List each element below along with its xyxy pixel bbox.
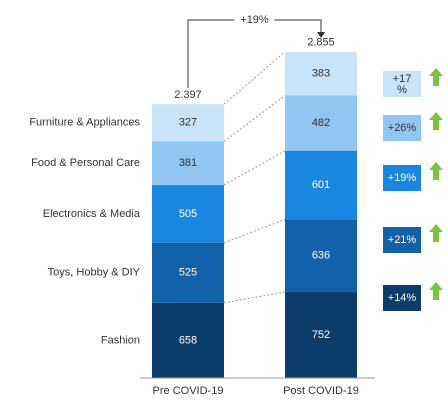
value-label: 658 — [179, 334, 197, 346]
bar-segment — [152, 104, 224, 142]
category-label: Furniture & Appliances — [29, 117, 140, 129]
value-label: 482 — [312, 117, 330, 129]
growth-arrow — [429, 68, 443, 86]
growth-label: +17% — [393, 73, 412, 96]
growth-box — [383, 285, 421, 311]
connector — [223, 51, 286, 105]
bar-segment — [152, 302, 224, 378]
total-label: 2.855 — [307, 37, 335, 49]
value-label: 636 — [312, 250, 330, 262]
growth-box — [383, 71, 421, 97]
growth-label: +21% — [388, 234, 417, 246]
bracket-arrow — [317, 32, 325, 38]
growth-bg — [234, 13, 275, 27]
bar-segment — [152, 185, 224, 243]
bar-segment — [285, 219, 357, 293]
value-label: 601 — [312, 179, 330, 191]
category-label: Electronics & Media — [43, 208, 141, 220]
value-label: 381 — [179, 157, 197, 169]
value-label: 505 — [179, 208, 197, 220]
growth-box — [383, 115, 421, 141]
bar-segment — [285, 150, 357, 220]
category-label: Fashion — [101, 334, 140, 346]
bar-segment — [285, 292, 357, 378]
total-growth: +19% — [240, 14, 269, 26]
connector — [223, 150, 286, 186]
total-label: 2.397 — [174, 89, 202, 101]
connector — [223, 218, 286, 244]
x-tick-label: Pre COVID-19 — [153, 385, 224, 397]
bar-segment — [285, 51, 357, 96]
bar-segment — [152, 141, 224, 186]
category-label: Food & Personal Care — [31, 157, 140, 169]
growth-box — [383, 227, 421, 253]
bar-segment — [152, 242, 224, 303]
connector — [223, 291, 286, 304]
growth-arrow — [429, 162, 443, 180]
growth-part: % — [397, 84, 407, 96]
growth-label: +19% — [388, 172, 417, 184]
value-label: 383 — [312, 68, 330, 80]
bar-segment — [285, 95, 357, 151]
value-label: 525 — [179, 267, 197, 279]
growth-box — [383, 165, 421, 191]
growth-arrow — [429, 282, 443, 300]
connector — [223, 95, 286, 142]
growth-label: +26% — [388, 122, 417, 134]
growth-part: +17 — [393, 73, 412, 85]
growth-arrow — [429, 112, 443, 130]
growth-label: +14% — [388, 292, 417, 304]
value-label: 327 — [179, 117, 197, 129]
category-label: Toys, Hobby & DIY — [48, 267, 141, 279]
value-label: 752 — [312, 329, 330, 341]
x-tick-label: Post COVID-19 — [283, 385, 359, 397]
growth-arrow — [429, 224, 443, 242]
